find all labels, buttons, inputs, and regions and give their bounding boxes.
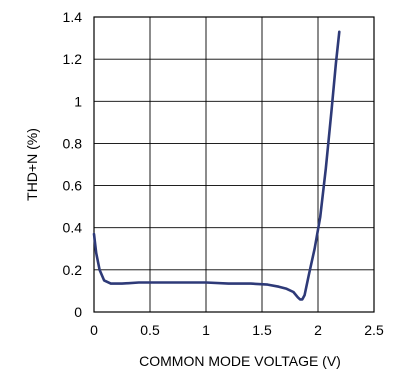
- y-tick-label: 0.4: [63, 220, 83, 236]
- x-axis-ticks: 0 0.5 1 1.5 2 2.5: [90, 322, 384, 338]
- plot-frame: [93, 16, 375, 313]
- series-line-0: [92, 30, 341, 301]
- series-layer: [92, 30, 341, 301]
- y-tick-label: 1: [74, 93, 82, 109]
- x-tick-label: 1.5: [252, 322, 272, 338]
- y-tick-label: 0.2: [63, 262, 83, 278]
- x-tick-label: 2.5: [364, 322, 384, 338]
- x-tick-label: 2: [314, 322, 322, 338]
- y-axis-ticks: 0 0.2 0.4 0.6 0.8 1 1.2 1.4: [63, 9, 83, 320]
- x-tick-label: 1: [202, 322, 210, 338]
- x-tick-label: 0.5: [140, 322, 160, 338]
- y-axis-label: THD+N (%): [24, 128, 40, 201]
- y-tick-label: 1.2: [63, 51, 83, 67]
- y-tick-label: 0.8: [63, 135, 83, 151]
- x-tick-label: 0: [90, 322, 98, 338]
- grid: [94, 17, 374, 312]
- x-axis-label: COMMON MODE VOLTAGE (V): [139, 353, 341, 369]
- y-tick-label: 0: [74, 304, 82, 320]
- y-tick-label: 0.6: [63, 178, 83, 194]
- y-tick-label: 1.4: [63, 9, 83, 25]
